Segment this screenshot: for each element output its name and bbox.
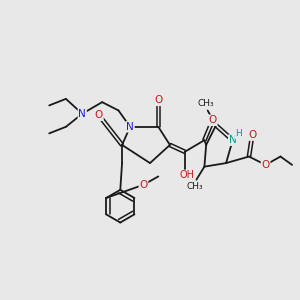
Text: CH₃: CH₃ (187, 182, 203, 191)
Text: O: O (262, 160, 270, 170)
Text: O: O (154, 95, 162, 105)
Text: CH₃: CH₃ (198, 99, 214, 108)
Text: H: H (235, 129, 242, 138)
Text: O: O (139, 180, 148, 190)
Text: OH: OH (180, 170, 195, 180)
Text: N: N (78, 109, 86, 119)
Text: N: N (126, 122, 134, 132)
Text: O: O (248, 130, 256, 140)
Text: N: N (229, 135, 236, 145)
Text: O: O (208, 115, 217, 125)
Text: O: O (95, 110, 103, 120)
